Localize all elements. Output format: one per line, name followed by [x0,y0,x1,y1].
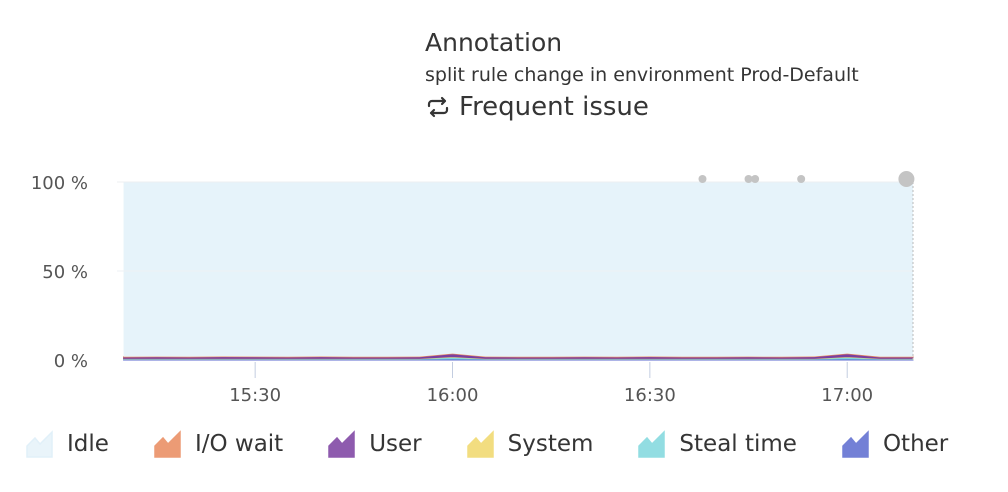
y-tick-label: 100 % [31,173,88,194]
y-tick-label: 50 % [42,262,88,283]
annotation-marker[interactable] [751,175,760,183]
x-tick-label: 16:30 [624,385,676,406]
legend-item[interactable]: Steal time [637,430,797,458]
legend-item[interactable]: User [327,430,422,458]
legend-item[interactable]: Idle [25,430,109,458]
annotation-tooltip: Annotation split rule change in environm… [425,26,859,124]
legend-label: User [369,431,422,457]
chart-legend: Idle I/O wait User System Steal time Other [25,430,992,458]
legend-item[interactable]: I/O wait [153,430,283,458]
frequent-issue-label: Frequent issue [459,92,649,122]
legend-item[interactable]: Other [841,430,948,458]
x-tick-label: 17:00 [821,385,873,406]
series-idle [123,182,914,357]
annotation-marker[interactable] [744,175,753,183]
area-series-icon [328,430,355,458]
cpu-chart: 0 % 50 % 100 % 15:30 16:00 16:30 17:00 [31,171,915,406]
legend-label: I/O wait [194,431,284,457]
x-tick-label: 15:30 [229,385,281,406]
legend-label: Other [882,431,949,457]
series-i-o-wait [123,353,914,358]
legend-item[interactable]: System [466,430,594,458]
area-series-icon [638,430,666,458]
legend-label: Idle [67,431,109,457]
legend-label: System [507,431,594,457]
frequent-issue: Frequent issue [425,90,859,124]
annotation-marker[interactable] [698,175,707,183]
legend-label: Steal time [679,431,797,457]
annotation-marker[interactable] [898,171,915,187]
area-series-icon [842,430,869,458]
area-series-icon [466,430,494,458]
annotation-description: split rule change in environment Prod-De… [425,64,859,86]
area-series-icon [26,430,53,458]
y-tick-label: 0 % [54,351,88,372]
annotation-title: Annotation [425,28,563,57]
repeat-icon [427,96,449,118]
area-series-icon [154,430,181,458]
annotation-marker[interactable] [797,175,806,183]
x-tick-label: 16:00 [427,385,479,406]
